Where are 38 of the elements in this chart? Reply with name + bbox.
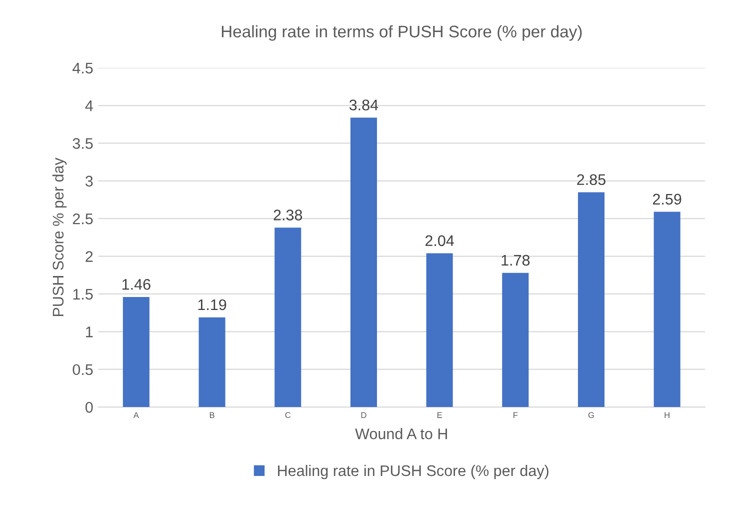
y-axis-title: PUSH Score % per day — [52, 158, 67, 316]
bar — [426, 253, 453, 408]
y-tick-label: 2.5 — [72, 213, 93, 224]
x-tick-label: F — [514, 412, 518, 418]
y-tick-label: 1 — [86, 326, 93, 338]
bar — [502, 272, 529, 408]
x-axis-title: Wound A to H — [355, 428, 447, 440]
bar — [578, 192, 605, 408]
y-tick-label: 4.5 — [72, 62, 93, 74]
y-tick-label: 4 — [85, 100, 93, 112]
y-tick-label: 2 — [86, 251, 93, 262]
data-label: 2.04 — [425, 235, 454, 246]
legend-label: Healing rate in PUSH Score (% per day) — [278, 464, 548, 480]
bar — [654, 212, 680, 408]
data-label: 1.46 — [122, 278, 150, 290]
x-tick-label: D — [361, 412, 366, 418]
data-label: 2.85 — [577, 174, 606, 186]
x-tick-label: A — [133, 412, 139, 418]
y-tick-label: 1.5 — [73, 289, 93, 300]
y-tick-label: 3.5 — [72, 138, 93, 149]
x-tick-label: C — [285, 412, 291, 418]
bar — [198, 317, 226, 408]
x-tick-label: B — [210, 412, 214, 418]
data-label: 2.38 — [274, 210, 302, 220]
bar — [122, 296, 150, 408]
x-tick-label: H — [664, 412, 670, 418]
data-label: 1.78 — [502, 254, 530, 266]
data-label: 1.19 — [198, 299, 226, 310]
y-tick-label: 0.5 — [72, 364, 93, 376]
y-tick-label: 3 — [85, 176, 93, 187]
data-label: 3.84 — [349, 100, 378, 110]
bar — [350, 118, 377, 408]
bar — [274, 228, 302, 408]
y-tick-label: 0 — [85, 402, 93, 413]
x-tick-label: E — [437, 412, 442, 418]
x-tick-label: G — [588, 412, 594, 418]
data-label: 2.59 — [652, 194, 682, 205]
chart-title: Healing rate in terms of PUSH Score (% per day) — [222, 25, 582, 41]
